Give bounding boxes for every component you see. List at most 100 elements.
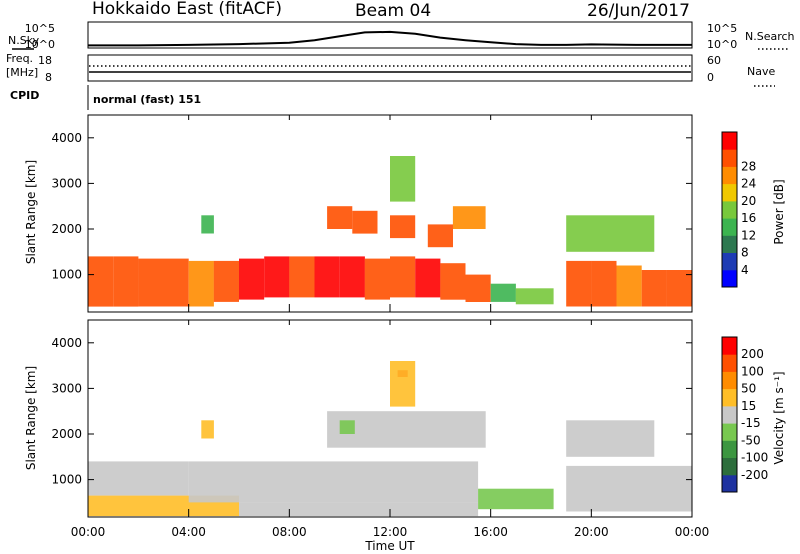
power-region-29 <box>566 215 655 252</box>
velocity-heatmap <box>88 361 692 517</box>
velocity-colorbar-tick-7: -200 <box>741 468 768 482</box>
power-colorbar-segment-4 <box>722 200 737 219</box>
velocity-region-6 <box>566 465 692 512</box>
power-region-14 <box>440 263 466 300</box>
power-region-10 <box>339 256 365 298</box>
velocity-colorbar-tick-1: 100 <box>741 364 764 378</box>
velocity-ytick-label-3: 4000 <box>51 336 82 350</box>
velocity-region-2 <box>188 461 479 503</box>
power-region-6 <box>239 258 265 300</box>
xtick-label-2: 08:00 <box>272 525 307 539</box>
power-ytick-label-1: 2000 <box>51 222 82 236</box>
power-ylabel: Slant Range [km] <box>24 160 38 264</box>
velocity-colorbar-segment-8 <box>722 337 737 355</box>
freq-tick-bottom: 8 <box>45 71 52 84</box>
power-axes: 1000 2000 3000 4000 <box>51 131 692 282</box>
power-region-16 <box>490 283 516 302</box>
xtick-label-1: 04:00 <box>171 525 206 539</box>
power-region-7 <box>264 256 290 298</box>
nsearch-tick-bottom: 10^0 <box>707 38 737 51</box>
velocity-colorbar-segment-3 <box>722 423 737 441</box>
xtick-label-4: 16:00 <box>473 525 508 539</box>
cpid-text: normal (fast) 151 <box>93 93 201 106</box>
velocity-region-0 <box>88 461 189 496</box>
velocity-ytick-label-1: 2000 <box>51 427 82 441</box>
velocity-colorbar-segment-1 <box>722 457 737 476</box>
velocity-region-3 <box>239 502 479 517</box>
power-colorbar-tick-3: 16 <box>741 211 756 225</box>
xtick-label-3: 12:00 <box>373 525 408 539</box>
velocity-region-11 <box>201 420 214 439</box>
power-region-13 <box>415 258 441 298</box>
velocity-colorbar-segment-4 <box>722 405 737 424</box>
velocity-ytick-label-2: 3000 <box>51 381 82 395</box>
station-title: Hokkaido East (fitACF) <box>92 0 282 19</box>
velocity-colorbar-tick-4: -15 <box>741 416 761 430</box>
power-colorbar-tick-0: 4 <box>741 263 749 277</box>
velocity-colorbar-tick-5: -50 <box>741 433 761 447</box>
nsky-tick-top: 10^5 <box>25 22 55 35</box>
nave-tick-top: 60 <box>707 54 721 67</box>
power-region-24 <box>352 210 378 234</box>
nsearch-label: N.Search <box>745 30 795 43</box>
velocity-colorbar-segment-0 <box>722 474 737 493</box>
velocity-colorbar-frame <box>721 336 738 493</box>
power-colorbar-segment-7 <box>722 149 737 167</box>
power-ytick-label-3: 4000 <box>51 131 82 145</box>
velocity-axes: 1000 2000 3000 4000 <box>51 336 692 487</box>
velocity-colorbar-segment-2 <box>722 440 737 458</box>
power-heatmap <box>88 156 692 307</box>
power-colorbar-tick-1: 8 <box>741 246 749 260</box>
cpid-label: CPID <box>10 89 39 102</box>
freq-tick-top: 18 <box>38 54 52 67</box>
velocity-colorbar-segment-7 <box>722 354 737 372</box>
beam-label: Beam 04 <box>355 1 431 21</box>
nsky-tick-bottom: 10^0 <box>25 38 55 51</box>
velocity-region-10 <box>390 361 416 407</box>
nsky-line <box>88 30 692 47</box>
velocity-colorbar-segment-6 <box>722 371 737 390</box>
nave-label: Nave <box>747 65 775 78</box>
power-region-3 <box>163 258 189 307</box>
power-colorbar-segment-2 <box>722 235 737 253</box>
power-region-21 <box>641 270 667 307</box>
power-colorbar-segment-0 <box>722 269 737 288</box>
date-label: 26/Jun/2017 <box>587 1 690 21</box>
power-region-5 <box>213 260 239 302</box>
power-ytick-label-2: 3000 <box>51 176 82 190</box>
velocity-colorbar-tick-3: 15 <box>741 399 756 413</box>
power-colorbar-frame <box>721 131 738 288</box>
xtick-label-6: 00:00 <box>675 525 710 539</box>
power-region-8 <box>289 256 315 298</box>
power-region-0 <box>88 256 114 307</box>
time-axis: 00:00 04:00 08:00 12:00 16:00 20:00 00:00 <box>71 115 710 539</box>
xtick-label-5: 20:00 <box>574 525 609 539</box>
power-colorbar-tick-5: 24 <box>741 177 756 191</box>
velocity-region-5 <box>478 488 554 510</box>
nave-tick-bottom: 0 <box>707 71 714 84</box>
power-colorbar-segment-1 <box>722 252 737 271</box>
power-region-11 <box>364 258 390 300</box>
power-region-27 <box>452 206 486 229</box>
power-region-4 <box>188 260 214 307</box>
power-region-25 <box>390 215 416 239</box>
power-colorbar-segment-3 <box>722 218 737 236</box>
power-region-23 <box>327 206 353 229</box>
power-colorbar-tick-2: 12 <box>741 228 756 242</box>
velocity-colorbar-segment-5 <box>722 388 737 407</box>
velocity-ylabel: Slant Range [km] <box>24 366 38 470</box>
nsky-trace <box>88 30 692 47</box>
nsky-label: N.Sky <box>8 34 40 47</box>
power-colorbar-tick-4: 20 <box>741 194 756 208</box>
velocity-colorbar-label: Velocity [m s⁻¹] <box>772 371 786 464</box>
power-region-17 <box>515 288 554 305</box>
power-region-22 <box>666 270 692 307</box>
power-region-30 <box>201 215 214 234</box>
xtick-label-0: 00:00 <box>71 525 106 539</box>
power-region-2 <box>138 258 164 307</box>
nsky-panel-frame <box>87 21 693 49</box>
velocity-ytick-label-0: 1000 <box>51 473 82 487</box>
freq-unit: [MHz] <box>6 66 38 79</box>
power-colorbar: 4 8 12 16 20 24 28 <box>721 131 756 288</box>
power-colorbar-segment-8 <box>722 132 737 150</box>
